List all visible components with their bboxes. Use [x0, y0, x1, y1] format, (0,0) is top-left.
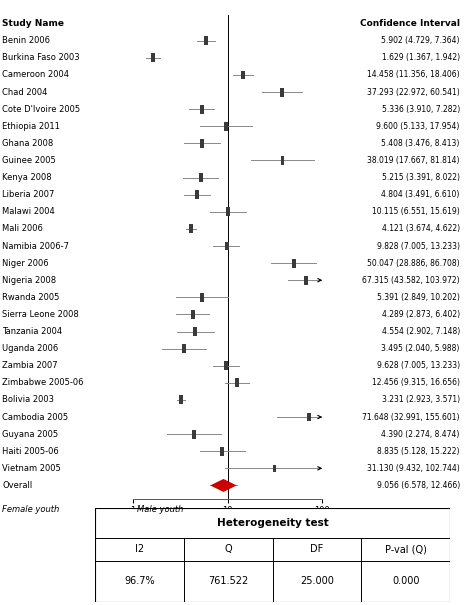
Bar [191, 430, 196, 439]
Text: 38.019 (17.667, 81.814): 38.019 (17.667, 81.814) [367, 156, 460, 165]
Bar [204, 36, 208, 45]
Text: I2: I2 [135, 544, 144, 554]
Text: 37.293 (22.972, 60.541): 37.293 (22.972, 60.541) [367, 88, 460, 97]
Bar [182, 344, 186, 353]
Bar [281, 156, 284, 165]
Bar [226, 208, 230, 216]
Text: 67.315 (43.582, 103.972): 67.315 (43.582, 103.972) [362, 276, 460, 285]
Text: Kenya 2008: Kenya 2008 [2, 173, 52, 182]
Text: Chad 2004: Chad 2004 [2, 88, 48, 97]
Text: 12.456 (9.315, 16.656): 12.456 (9.315, 16.656) [372, 378, 460, 387]
Text: 4.121 (3.674, 4.622): 4.121 (3.674, 4.622) [382, 224, 460, 234]
Text: 9.628 (7.005, 13.233): 9.628 (7.005, 13.233) [377, 361, 460, 370]
Bar [280, 88, 283, 97]
Text: Sierra Leone 2008: Sierra Leone 2008 [2, 310, 79, 319]
Bar [220, 446, 224, 456]
Bar [191, 310, 195, 319]
Text: 4.390 (2.274, 8.474): 4.390 (2.274, 8.474) [382, 430, 460, 439]
Text: Niger 2006: Niger 2006 [2, 258, 49, 267]
Bar [200, 293, 204, 302]
Text: Namibia 2006-7: Namibia 2006-7 [2, 241, 69, 250]
Text: Ethiopia 2011: Ethiopia 2011 [2, 122, 60, 131]
Text: Uganda 2006: Uganda 2006 [2, 344, 59, 353]
Bar [200, 105, 204, 114]
Text: Tanzania 2004: Tanzania 2004 [2, 327, 63, 336]
Text: Guyana 2005: Guyana 2005 [2, 430, 58, 439]
Text: 4.554 (2.902, 7.148): 4.554 (2.902, 7.148) [382, 327, 460, 336]
Text: Male youth: Male youth [137, 505, 184, 514]
Text: Nigeria 2008: Nigeria 2008 [2, 276, 56, 285]
Text: Guinee 2005: Guinee 2005 [2, 156, 56, 165]
Bar [304, 276, 308, 285]
Text: Cameroon 2004: Cameroon 2004 [2, 71, 69, 79]
Text: Q: Q [224, 544, 232, 554]
Text: 14.458 (11.356, 18.406): 14.458 (11.356, 18.406) [367, 71, 460, 79]
Bar [273, 465, 276, 472]
Bar [199, 173, 203, 182]
Text: 96.7%: 96.7% [124, 577, 155, 586]
Text: 0.000: 0.000 [392, 577, 419, 586]
Text: 9.600 (5.133, 17.954): 9.600 (5.133, 17.954) [376, 122, 460, 131]
Text: 5.391 (2.849, 10.202): 5.391 (2.849, 10.202) [377, 293, 460, 302]
Text: 9.056 (6.578, 12.466): 9.056 (6.578, 12.466) [376, 481, 460, 490]
Bar [189, 224, 193, 234]
Text: 71.648 (32.991, 155.601): 71.648 (32.991, 155.601) [362, 413, 460, 422]
Polygon shape [210, 479, 237, 492]
Text: Zimbabwe 2005-06: Zimbabwe 2005-06 [2, 378, 84, 387]
Text: 3.495 (2.040, 5.988): 3.495 (2.040, 5.988) [382, 344, 460, 353]
Text: Zambia 2007: Zambia 2007 [2, 361, 58, 370]
Bar [200, 139, 204, 148]
Text: 1.629 (1.367, 1.942): 1.629 (1.367, 1.942) [382, 53, 460, 62]
Text: Cote D'Ivoire 2005: Cote D'Ivoire 2005 [2, 105, 81, 114]
Text: Heterogeneity test: Heterogeneity test [217, 518, 328, 528]
Text: Female youth: Female youth [2, 505, 60, 514]
Text: Bolivia 2003: Bolivia 2003 [2, 396, 55, 404]
Text: Ghana 2008: Ghana 2008 [2, 139, 54, 148]
Text: Confidence Interval: Confidence Interval [360, 19, 460, 28]
Text: 50.047 (28.886, 86.708): 50.047 (28.886, 86.708) [367, 258, 460, 267]
Text: P-val (Q): P-val (Q) [385, 544, 427, 554]
Bar [224, 122, 228, 131]
Bar [307, 413, 310, 422]
Bar [195, 190, 199, 199]
Text: 4.804 (3.491, 6.610): 4.804 (3.491, 6.610) [382, 190, 460, 199]
Text: DF: DF [310, 544, 324, 554]
Text: 3.231 (2.923, 3.571): 3.231 (2.923, 3.571) [382, 396, 460, 404]
Text: 31.130 (9.432, 102.744): 31.130 (9.432, 102.744) [367, 464, 460, 473]
Text: Cambodia 2005: Cambodia 2005 [2, 413, 69, 422]
Bar [179, 396, 183, 404]
Text: Liberia 2007: Liberia 2007 [2, 190, 55, 199]
Bar [193, 327, 197, 336]
Text: 4.289 (2.873, 6.402): 4.289 (2.873, 6.402) [382, 310, 460, 319]
Text: 8.835 (5.128, 15.222): 8.835 (5.128, 15.222) [377, 446, 460, 456]
Bar [292, 259, 296, 267]
Text: Malawi 2004: Malawi 2004 [2, 208, 55, 217]
Bar [241, 71, 245, 79]
Bar [151, 53, 155, 62]
Text: 761.522: 761.522 [208, 577, 248, 586]
Bar [235, 378, 238, 387]
Text: Haiti 2005-06: Haiti 2005-06 [2, 446, 59, 456]
Text: Vietnam 2005: Vietnam 2005 [2, 464, 61, 473]
Text: 10.115 (6.551, 15.619): 10.115 (6.551, 15.619) [372, 208, 460, 217]
Text: Mali 2006: Mali 2006 [2, 224, 43, 234]
Text: Rwanda 2005: Rwanda 2005 [2, 293, 60, 302]
Text: 9.828 (7.005, 13.233): 9.828 (7.005, 13.233) [377, 241, 460, 250]
Text: Overall: Overall [2, 481, 33, 490]
Bar [225, 241, 229, 250]
Text: 5.336 (3.910, 7.282): 5.336 (3.910, 7.282) [382, 105, 460, 114]
Text: Burkina Faso 2003: Burkina Faso 2003 [2, 53, 80, 62]
Text: 25.000: 25.000 [300, 577, 334, 586]
Text: 5.215 (3.391, 8.022): 5.215 (3.391, 8.022) [382, 173, 460, 182]
Bar [224, 361, 228, 370]
Text: 5.408 (3.476, 8.413): 5.408 (3.476, 8.413) [382, 139, 460, 148]
Text: Benin 2006: Benin 2006 [2, 36, 50, 45]
Text: Study Name: Study Name [2, 19, 64, 28]
Text: 5.902 (4.729, 7.364): 5.902 (4.729, 7.364) [381, 36, 460, 45]
